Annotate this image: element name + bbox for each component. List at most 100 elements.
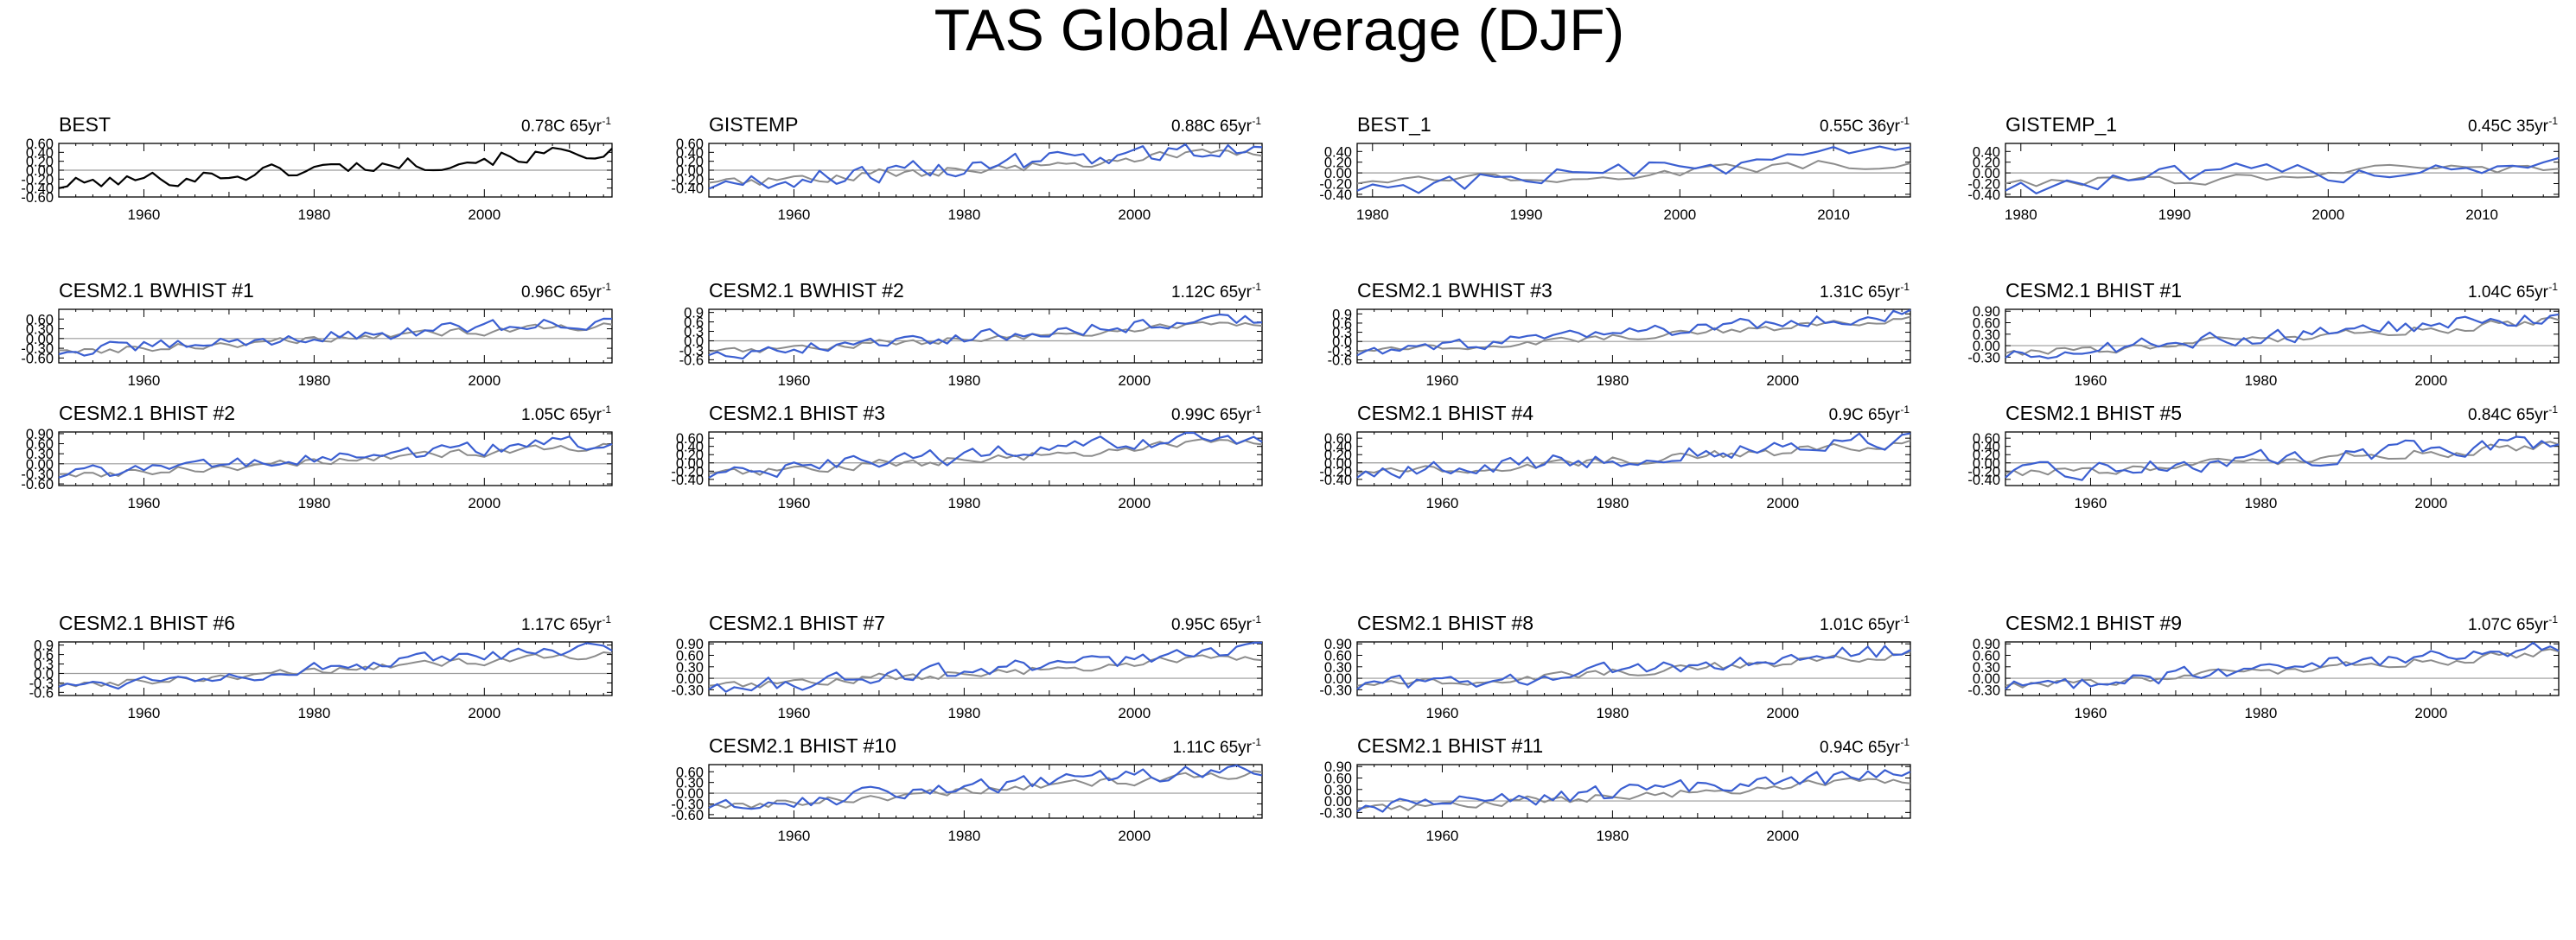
y-tick-label: 0.6 xyxy=(684,315,704,331)
x-tick-label: 2000 xyxy=(468,495,501,511)
plot-frame xyxy=(2005,143,2560,198)
x-tick-label: 1980 xyxy=(297,705,330,721)
panel-1: BEST 0.78C 65yr -1-0.60-0.40-0.200.000.200… xyxy=(21,113,613,223)
x-tick-label: 1960 xyxy=(778,828,811,844)
trend-exponent: -1 xyxy=(1900,403,1910,416)
panel-title: CESM2.1 BHIST #11 xyxy=(1357,734,1543,757)
x-tick-label: 1980 xyxy=(1596,705,1629,721)
y-tick-label: 0.40 xyxy=(1973,144,2000,160)
observation-series-line xyxy=(2005,163,2560,187)
observation-series-line xyxy=(1356,777,1911,811)
y-tick-label: 0.20 xyxy=(1324,448,1352,463)
y-tick-label: 0.6 xyxy=(34,648,54,664)
plot-frame xyxy=(708,764,1263,819)
observation-series-line xyxy=(58,442,613,478)
x-tick-label: 1980 xyxy=(2005,206,2037,223)
y-tick-label: 0.30 xyxy=(26,447,54,462)
x-tick-label: 2000 xyxy=(468,206,501,223)
trend-exponent: -1 xyxy=(1252,736,1261,748)
trend-label: 0.84C 65yr xyxy=(2468,406,2549,424)
y-tick-label: 0.60 xyxy=(676,137,704,152)
x-tick-label: 2000 xyxy=(2414,705,2447,721)
y-tick-label: -0.40 xyxy=(1319,473,1352,488)
trend-exponent: -1 xyxy=(2548,115,2558,127)
y-tick-label: 0.00 xyxy=(676,163,704,179)
trend-label: 0.96C 65yr xyxy=(521,283,603,302)
y-tick-label: 0.20 xyxy=(1973,448,2000,463)
y-tick-label: 0.60 xyxy=(676,765,704,780)
panel-title: CESM2.1 BHIST #7 xyxy=(709,612,885,634)
model-series-line xyxy=(708,641,1262,693)
y-tick-label: -0.30 xyxy=(21,341,54,357)
panel-title: CESM2.1 BHIST #4 xyxy=(1357,402,1533,424)
y-tick-label: 0.3 xyxy=(34,657,54,673)
plot-frame xyxy=(1356,431,1911,486)
observation-series-line xyxy=(708,654,1263,689)
x-tick-label: 1960 xyxy=(128,372,161,389)
panel-4: GISTEMP_1 0.45C 35yr -1 -0.40-0.200.000.200… xyxy=(1967,113,2560,223)
panel-9: CESM2.1 BHIST #2 1.05C 65yr -1-0.60-0.300.… xyxy=(21,402,613,511)
model-series-line xyxy=(2005,156,2560,194)
y-tick-label: 0.00 xyxy=(676,456,704,472)
x-tick-label: 1960 xyxy=(778,206,811,223)
x-tick-label: 1980 xyxy=(297,495,330,511)
y-tick-label: -0.20 xyxy=(1319,177,1352,193)
panel-17: CESM2.1 BHIST #10 1.11C 65yr -1-0.60-0.300… xyxy=(671,734,1263,844)
y-tick-label: -0.30 xyxy=(1319,683,1352,698)
y-tick-label: 0.00 xyxy=(1973,671,2000,687)
panel-6: CESM2.1 BWHIST #2 1.12C 65yr -1 -0.6-0.30.0… xyxy=(679,279,1263,389)
y-tick-label: -0.60 xyxy=(21,190,54,206)
y-tick-label: -0.40 xyxy=(671,181,704,197)
x-tick-label: 1960 xyxy=(1426,705,1459,721)
y-tick-label: 0.60 xyxy=(1324,772,1352,787)
trend-exponent: -1 xyxy=(2548,613,2558,626)
y-tick-label: -0.40 xyxy=(1319,187,1352,203)
trend-label: 0.55C 36yr xyxy=(1820,118,1901,136)
trend-label: 0.9C 65yr xyxy=(1829,406,1901,424)
x-tick-label: 1990 xyxy=(1510,206,1543,223)
y-tick-label: -0.40 xyxy=(671,473,704,488)
trend-label: 1.12C 65yr xyxy=(1171,283,1253,302)
y-tick-label: 0.40 xyxy=(676,440,704,455)
model-series-line xyxy=(2005,435,2560,481)
y-tick-label: -0.30 xyxy=(21,467,54,482)
y-tick-label: -0.40 xyxy=(21,181,54,197)
trend-label: 0.95C 65yr xyxy=(1171,616,1253,634)
y-tick-label: -0.20 xyxy=(21,172,54,187)
y-tick-label: -0.40 xyxy=(1967,473,2000,488)
trend-label: 0.88C 65yr xyxy=(1171,118,1253,136)
x-tick-label: 2000 xyxy=(2311,206,2344,223)
trend-exponent: -1 xyxy=(602,613,611,626)
trend-label: 1.07C 65yr xyxy=(2468,616,2549,634)
trend-label: 0.99C 65yr xyxy=(1171,406,1253,424)
y-tick-label: 0.20 xyxy=(26,155,54,170)
plot-frame xyxy=(58,641,613,696)
y-tick-label: 0.90 xyxy=(1973,304,2000,320)
y-tick-label: 0.60 xyxy=(1324,649,1352,664)
observation-series-line xyxy=(708,148,1263,186)
x-tick-label: 2000 xyxy=(1766,828,1799,844)
y-tick-label: 0.40 xyxy=(1973,440,2000,455)
y-tick-label: 0.60 xyxy=(1973,649,2000,664)
x-tick-label: 2000 xyxy=(468,705,501,721)
y-tick-label: 0.00 xyxy=(1973,166,2000,181)
y-tick-label: 0.00 xyxy=(676,786,704,802)
x-tick-label: 1960 xyxy=(2075,495,2107,511)
y-tick-label: 0.60 xyxy=(26,437,54,453)
model-series-line xyxy=(1356,432,1911,480)
x-tick-label: 1980 xyxy=(947,828,980,844)
x-tick-label: 1980 xyxy=(1356,206,1389,223)
trend-label: 1.17C 65yr xyxy=(521,616,603,634)
trend-exponent: -1 xyxy=(1900,115,1910,127)
y-tick-label: 0.00 xyxy=(1973,456,2000,472)
y-tick-label: -0.60 xyxy=(21,351,54,366)
y-tick-label: -0.3 xyxy=(29,676,54,691)
y-tick-label: 0.00 xyxy=(1324,671,1352,687)
panel-2: GISTEMP 0.88C 65yr -1 -0.40-0.200.000.200.4… xyxy=(671,113,1263,223)
y-tick-label: -0.30 xyxy=(1319,805,1352,821)
model-series-line xyxy=(58,317,613,357)
y-tick-label: 0.30 xyxy=(676,660,704,676)
y-tick-label: 0.00 xyxy=(1324,794,1352,810)
x-tick-label: 2000 xyxy=(2414,495,2447,511)
